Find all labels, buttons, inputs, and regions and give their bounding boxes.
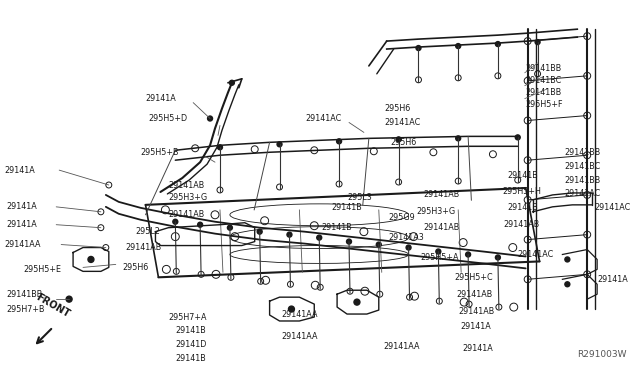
Text: 29141AA: 29141AA: [384, 342, 420, 351]
Text: 295L2: 295L2: [136, 227, 161, 236]
Text: 29141AC: 29141AC: [385, 118, 421, 127]
Circle shape: [406, 245, 411, 250]
Circle shape: [376, 242, 381, 247]
Circle shape: [218, 145, 223, 150]
Circle shape: [396, 137, 401, 142]
Circle shape: [515, 135, 520, 140]
Circle shape: [436, 249, 441, 254]
Circle shape: [227, 225, 232, 230]
Text: 29141B: 29141B: [321, 223, 352, 232]
Text: 29141B: 29141B: [331, 203, 362, 212]
Text: 29141AA: 29141AA: [282, 332, 318, 341]
Text: 29141B: 29141B: [175, 326, 206, 336]
Text: 295H5+H: 295H5+H: [503, 187, 541, 196]
Circle shape: [277, 142, 282, 147]
Text: 29141AC: 29141AC: [518, 250, 554, 259]
Circle shape: [456, 44, 461, 48]
Text: 29141A: 29141A: [462, 344, 493, 353]
Text: 29141AB: 29141AB: [125, 243, 162, 252]
Text: 29141A: 29141A: [6, 202, 37, 211]
Text: 29141BC: 29141BC: [525, 76, 562, 85]
Circle shape: [346, 239, 351, 244]
Text: 295H5+A: 295H5+A: [420, 253, 459, 262]
Circle shape: [317, 235, 322, 240]
Text: 295H6: 295H6: [390, 138, 417, 147]
Text: 295H7+B: 295H7+B: [6, 305, 45, 314]
Text: 29141A: 29141A: [145, 94, 176, 103]
Circle shape: [287, 232, 292, 237]
Circle shape: [66, 296, 72, 302]
Circle shape: [229, 80, 234, 85]
Circle shape: [257, 229, 262, 234]
Text: 29141AB: 29141AB: [504, 220, 540, 229]
Text: 295H5+D: 295H5+D: [148, 114, 188, 123]
Text: 29141AA: 29141AA: [282, 310, 318, 318]
Circle shape: [495, 255, 500, 260]
Circle shape: [198, 222, 203, 227]
Circle shape: [173, 219, 178, 224]
Text: 29141A: 29141A: [597, 275, 628, 284]
Text: 29141AB: 29141AB: [424, 223, 460, 232]
Text: 29141AC: 29141AC: [564, 189, 600, 198]
Circle shape: [416, 45, 421, 51]
Text: 29141BB: 29141BB: [6, 290, 43, 299]
Circle shape: [337, 139, 342, 144]
Circle shape: [466, 252, 470, 257]
Text: 295H7+A: 295H7+A: [168, 312, 207, 321]
Text: 29141A: 29141A: [4, 166, 35, 174]
Text: 29141A: 29141A: [460, 323, 491, 331]
Text: 29141BB: 29141BB: [564, 176, 600, 185]
Text: R291003W: R291003W: [577, 350, 627, 359]
Circle shape: [289, 306, 294, 312]
Text: 29141B: 29141B: [508, 203, 539, 212]
Text: 29141AB: 29141AB: [456, 290, 492, 299]
Text: 29141A3: 29141A3: [388, 233, 424, 242]
Text: 295H5+B: 295H5+B: [141, 148, 179, 157]
Circle shape: [88, 256, 94, 262]
Text: 29141AA: 29141AA: [4, 240, 41, 249]
Text: 29141A: 29141A: [6, 220, 37, 229]
Text: 29141BC: 29141BC: [564, 162, 600, 171]
Text: 29141D: 29141D: [175, 340, 207, 349]
Text: 295H5+C: 295H5+C: [454, 273, 493, 282]
Text: 29141BB: 29141BB: [564, 148, 600, 157]
Circle shape: [207, 116, 212, 121]
Text: 295H5+E: 295H5+E: [24, 265, 61, 274]
Text: FRONT: FRONT: [35, 292, 72, 319]
Circle shape: [495, 42, 500, 46]
Text: 29141AB: 29141AB: [424, 190, 460, 199]
Text: 295H3+G: 295H3+G: [417, 207, 456, 216]
Text: 295H6: 295H6: [123, 263, 149, 272]
Text: 29141AB: 29141AB: [458, 307, 495, 315]
Circle shape: [535, 39, 540, 45]
Text: 29141B: 29141B: [508, 171, 539, 180]
Text: 29141B: 29141B: [175, 354, 206, 363]
Text: 295H5+F: 295H5+F: [525, 100, 563, 109]
Text: 29141AC: 29141AC: [594, 203, 630, 212]
Text: 295H6: 295H6: [385, 104, 411, 113]
Text: 29141AC: 29141AC: [305, 114, 342, 123]
Text: 295L3: 295L3: [347, 193, 372, 202]
Text: 29141BB: 29141BB: [525, 64, 562, 73]
Text: 29141AB: 29141AB: [168, 210, 205, 219]
Text: 29141BB: 29141BB: [525, 88, 562, 97]
Circle shape: [354, 299, 360, 305]
Circle shape: [565, 282, 570, 287]
Circle shape: [565, 257, 570, 262]
Text: 295G9: 295G9: [388, 213, 415, 222]
Text: 29141AB: 29141AB: [168, 180, 205, 189]
Circle shape: [456, 136, 461, 141]
Text: 295H3+G: 295H3+G: [168, 193, 207, 202]
